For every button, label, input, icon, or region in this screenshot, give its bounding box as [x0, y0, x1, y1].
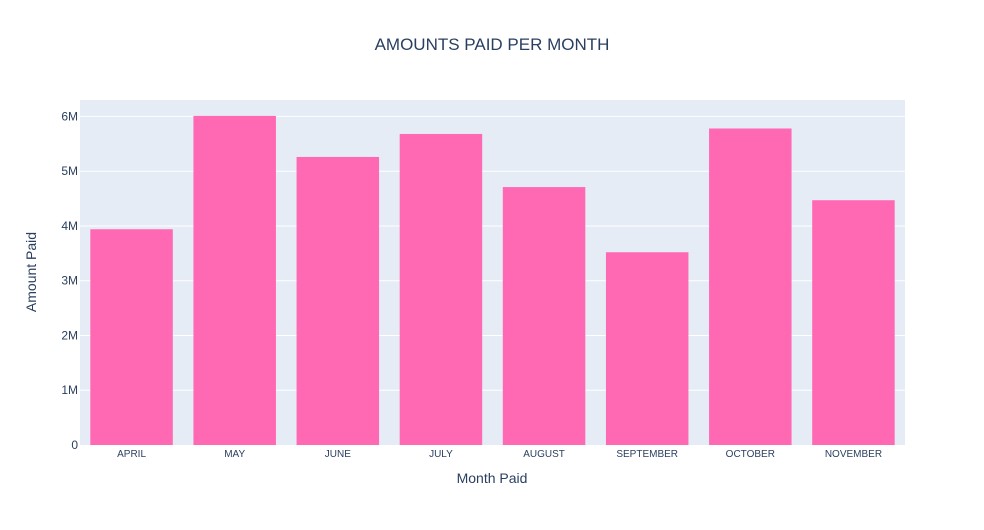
bar-november[interactable]	[812, 200, 895, 445]
y-axis-ticks: 0 1M 2M 3M 4M 5M 6M	[61, 109, 78, 452]
y-tick-label: 2M	[61, 328, 78, 342]
y-tick-label: 3M	[61, 274, 78, 288]
bar-august[interactable]	[502, 187, 586, 446]
x-tick-label: MAY	[224, 449, 245, 460]
bar-may[interactable]	[193, 115, 276, 445]
y-tick-label: 6M	[61, 109, 78, 123]
x-axis-ticks: APRIL MAY JUNE JULY AUGUST SEPTEMBER OCTOBER NO…	[117, 449, 882, 460]
bar-june[interactable]	[296, 156, 380, 445]
y-tick-label: 4M	[61, 219, 78, 233]
x-tick-label: JUNE	[325, 449, 351, 460]
y-tick-label: 5M	[61, 164, 78, 178]
bar-april[interactable]	[90, 229, 173, 445]
x-tick-label: OCTOBER	[726, 449, 775, 460]
x-axis-title: Month Paid	[457, 470, 528, 486]
x-tick-label: AUGUST	[523, 449, 565, 460]
y-axis-title: Amount Paid	[23, 232, 39, 312]
x-tick-label: APRIL	[117, 449, 146, 460]
x-tick-label: SEPTEMBER	[616, 449, 678, 460]
x-tick-label: JULY	[429, 449, 453, 460]
x-tick-label: NOVEMBER	[825, 449, 882, 460]
bars	[90, 115, 895, 446]
bar-october[interactable]	[709, 128, 792, 445]
bar-july[interactable]	[399, 133, 483, 445]
bar-september[interactable]	[605, 252, 689, 445]
chart-title: AMOUNTS PAID PER MONTH	[375, 35, 610, 54]
y-tick-label: 1M	[61, 383, 78, 397]
y-tick-label: 0	[71, 438, 78, 452]
